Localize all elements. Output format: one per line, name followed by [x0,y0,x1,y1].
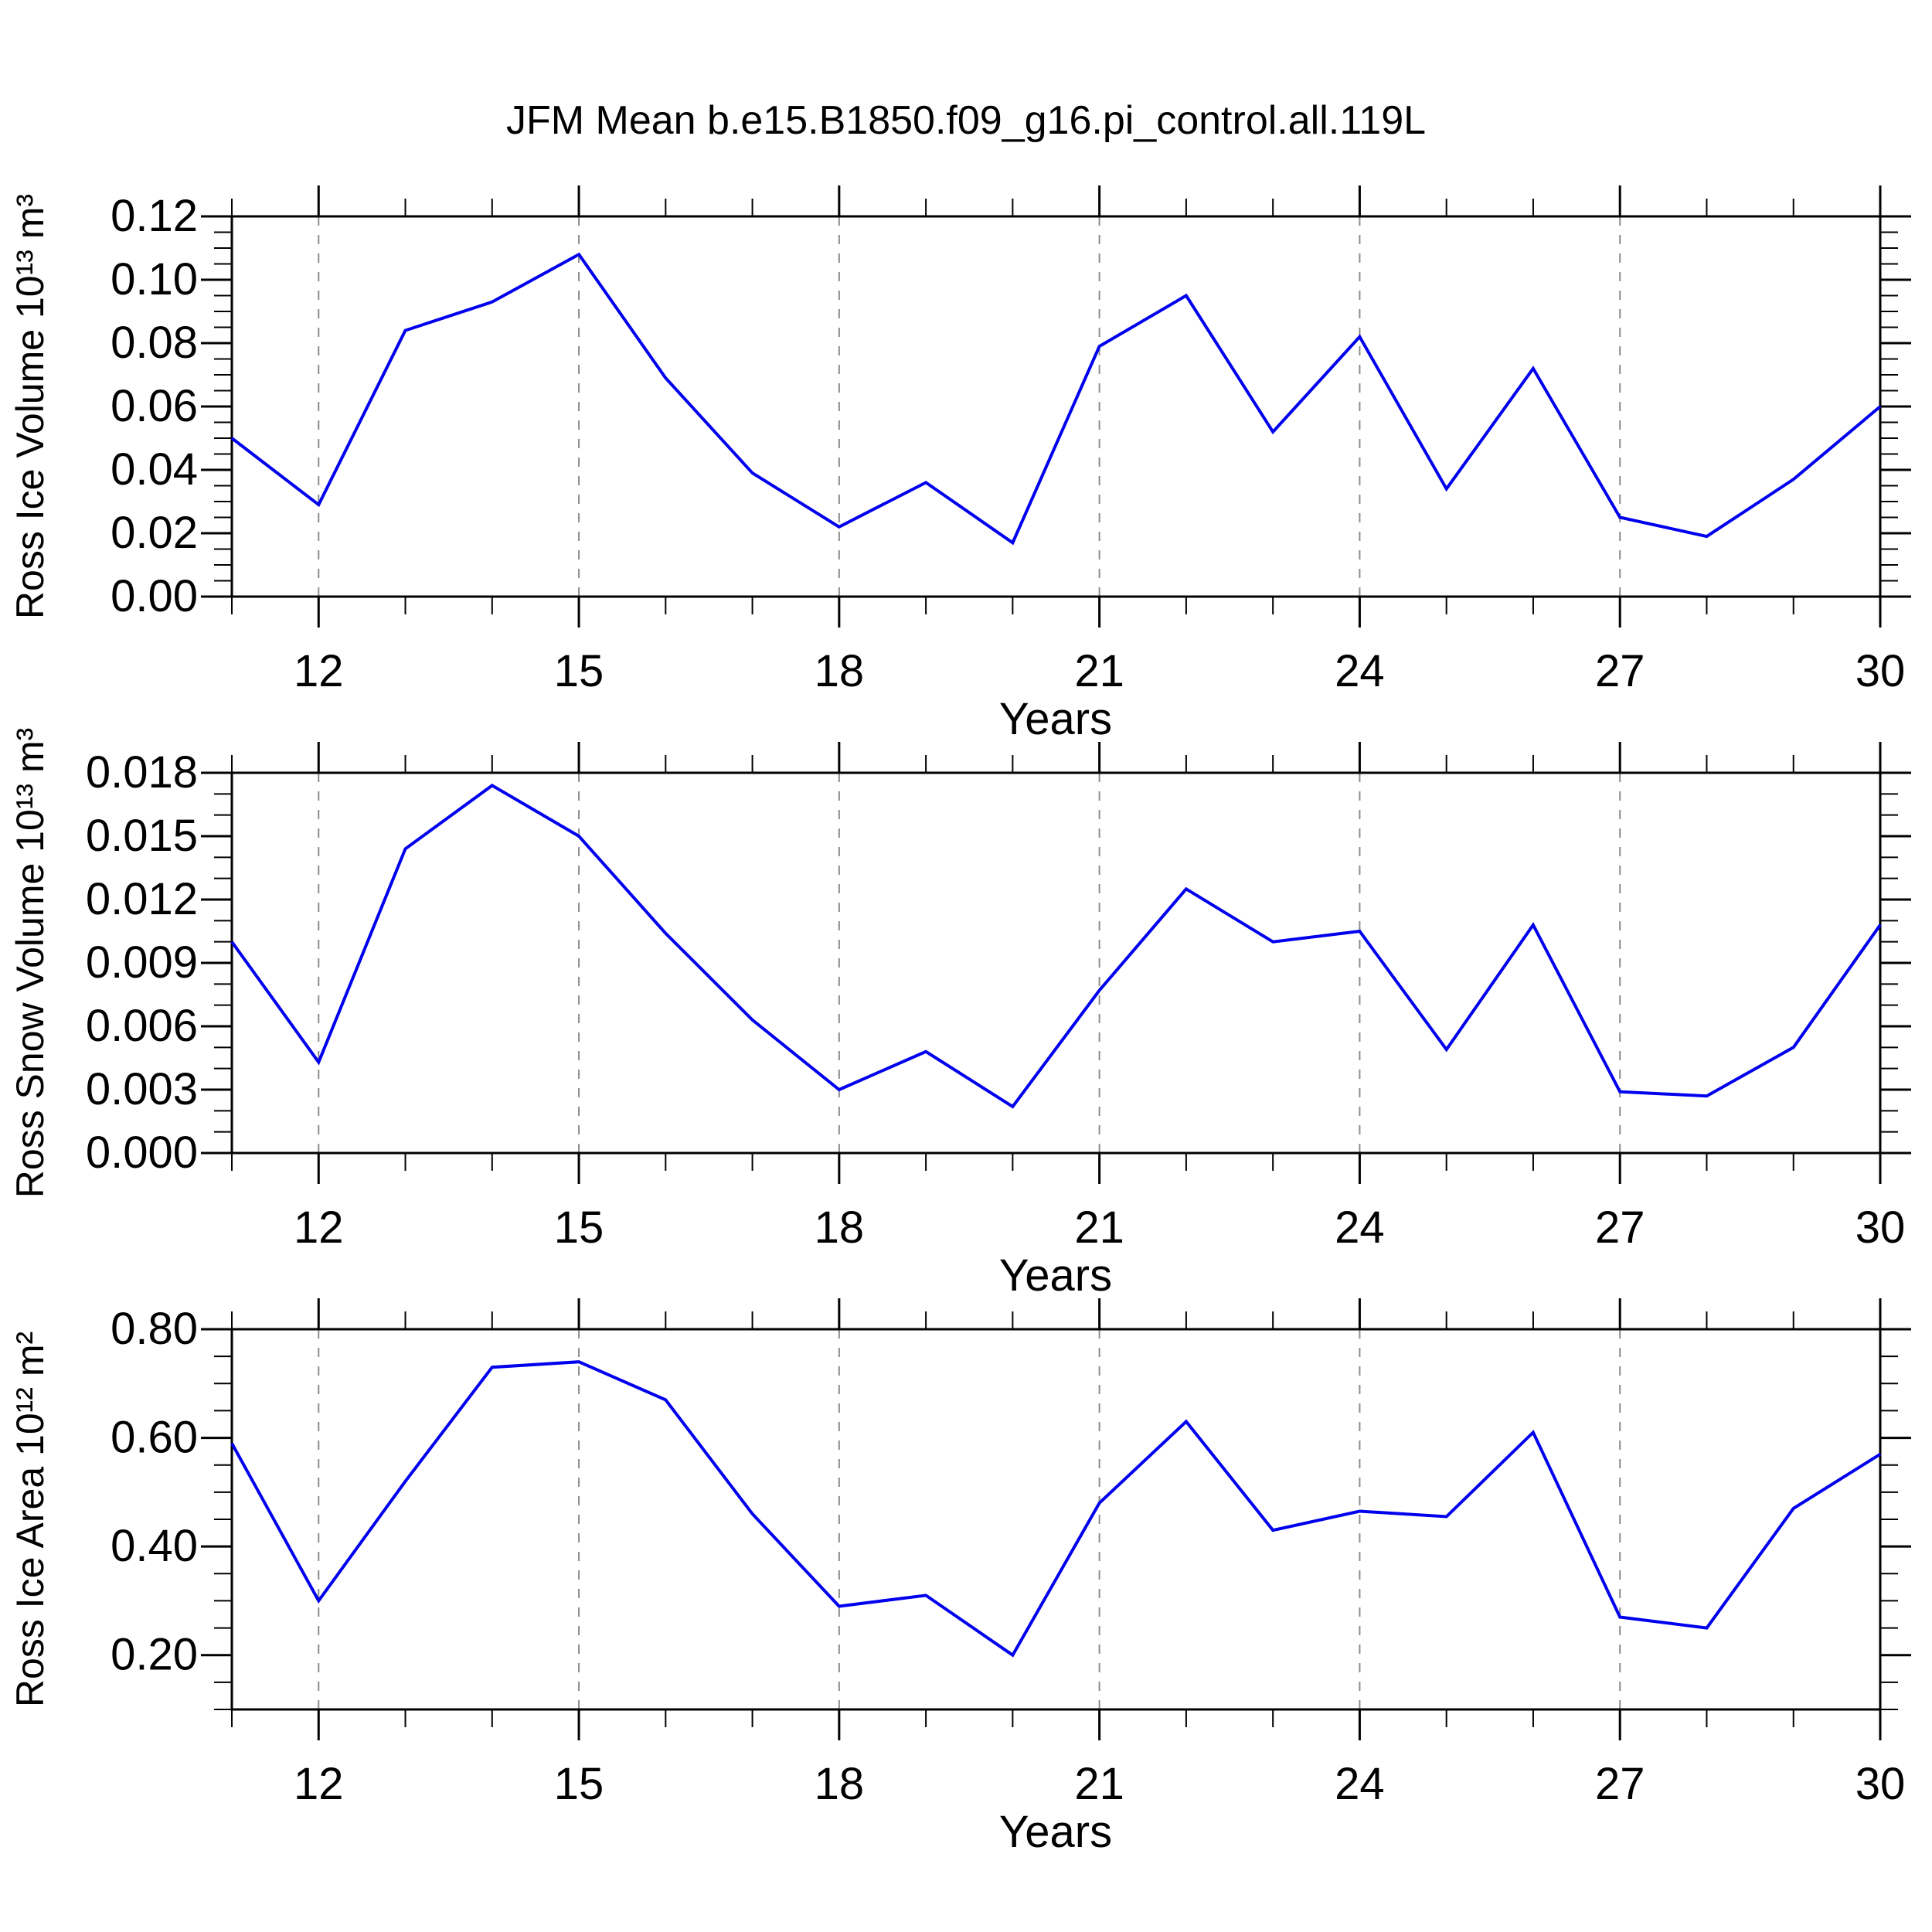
y-axis-label-ice-volume: Ross Ice Volume 10¹³ m³ [9,194,52,619]
x-tick-label-21: 21 [1074,646,1124,696]
y-tick-label-0.015: 0.015 [86,811,198,861]
x-tick-label-30: 30 [1855,646,1906,696]
y-tick-label-0.06: 0.06 [111,381,198,431]
x-tick-label-18: 18 [815,1759,865,1809]
x-tick-label-24: 24 [1335,1759,1385,1809]
y-tick-label-0.04: 0.04 [111,444,198,495]
y-tick-label-0.009: 0.009 [86,937,198,988]
y-tick-label-0.02: 0.02 [111,508,198,558]
y-tick-label-0.000: 0.000 [86,1128,198,1178]
y-tick-label-0.80: 0.80 [111,1304,198,1354]
x-tick-label-15: 15 [554,1759,604,1809]
x-axis-label-years-2: Years [999,1250,1112,1301]
plot-border [230,215,1882,598]
y-tick-label-0.018: 0.018 [86,747,198,798]
y-tick-label-0.012: 0.012 [86,874,198,924]
data-line-series [230,1360,1882,1658]
panel-ice-area: 12 15 18 21 24 27 30 0.20 0.40 0.60 0.80 Ross Ice … [9,1298,1911,1857]
x-tick-label-27: 27 [1595,646,1645,696]
chart-title: JFM Mean b.e15.B1850.f09_g16.pi_control.… [505,98,1427,143]
x-axis-label-years-3: Years [999,1807,1112,1857]
plot-area-ice-area: 12 15 18 21 24 27 30 0.20 0.40 0.60 0.80 [111,1298,1911,1809]
x-tick-label-30: 30 [1855,1759,1906,1809]
y-tick-label-0.40: 0.40 [111,1521,198,1571]
y-tick-label-0.20: 0.20 [111,1630,198,1680]
x-tick-label-24: 24 [1335,1202,1385,1253]
panel-ice-volume: 12 15 18 21 24 27 30 0.00 0.02 0.04 0.06 0.08 0.10 0.… [9,185,1911,744]
plot-border [230,771,1882,1155]
x-axis-label-years-1: Years [999,694,1112,744]
y-tick-label-0.60: 0.60 [111,1413,198,1463]
panel-snow-volume: 12 15 18 21 24 27 30 0.000 0.003 0.006 0.009 0.012 0… [9,728,1911,1301]
x-tick-label-15: 15 [554,646,604,696]
x-tick-label-27: 27 [1595,1202,1645,1253]
x-tick-label-21: 21 [1074,1202,1124,1253]
x-tick-label-27: 27 [1595,1759,1645,1809]
plot-area-snow-volume: 12 15 18 21 24 27 30 0.000 0.003 0.006 0.009 0.012 0… [86,742,1911,1253]
x-tick-label-12: 12 [294,1759,344,1809]
x-tick-label-30: 30 [1855,1202,1906,1253]
x-tick-label-12: 12 [294,1202,344,1253]
y-tick-label-0.08: 0.08 [111,318,198,368]
plot-border [230,1328,1882,1711]
y-tick-label-0.10: 0.10 [111,254,198,304]
y-tick-label-0.006: 0.006 [86,1001,198,1051]
x-tick-label-21: 21 [1074,1759,1124,1809]
x-tick-label-18: 18 [815,1202,865,1253]
x-tick-label-12: 12 [294,646,344,696]
x-tick-label-15: 15 [554,1202,604,1253]
data-line-series [230,784,1882,1109]
x-tick-label-18: 18 [815,646,865,696]
y-axis-label-snow-volume: Ross Snow Volume 10¹³ m³ [9,728,52,1199]
x-tick-label-24: 24 [1335,646,1385,696]
y-tick-label-0.003: 0.003 [86,1064,198,1114]
y-axis-label-ice-area: Ross Ice Area 10¹² m² [9,1332,52,1707]
y-tick-label-0.12: 0.12 [111,191,198,241]
y-tick-label-0.00: 0.00 [111,571,198,621]
plot-area-ice-volume: 12 15 18 21 24 27 30 0.00 0.02 0.04 0.06 0.08 0.10 0.… [111,185,1911,696]
data-line-series [230,252,1882,546]
